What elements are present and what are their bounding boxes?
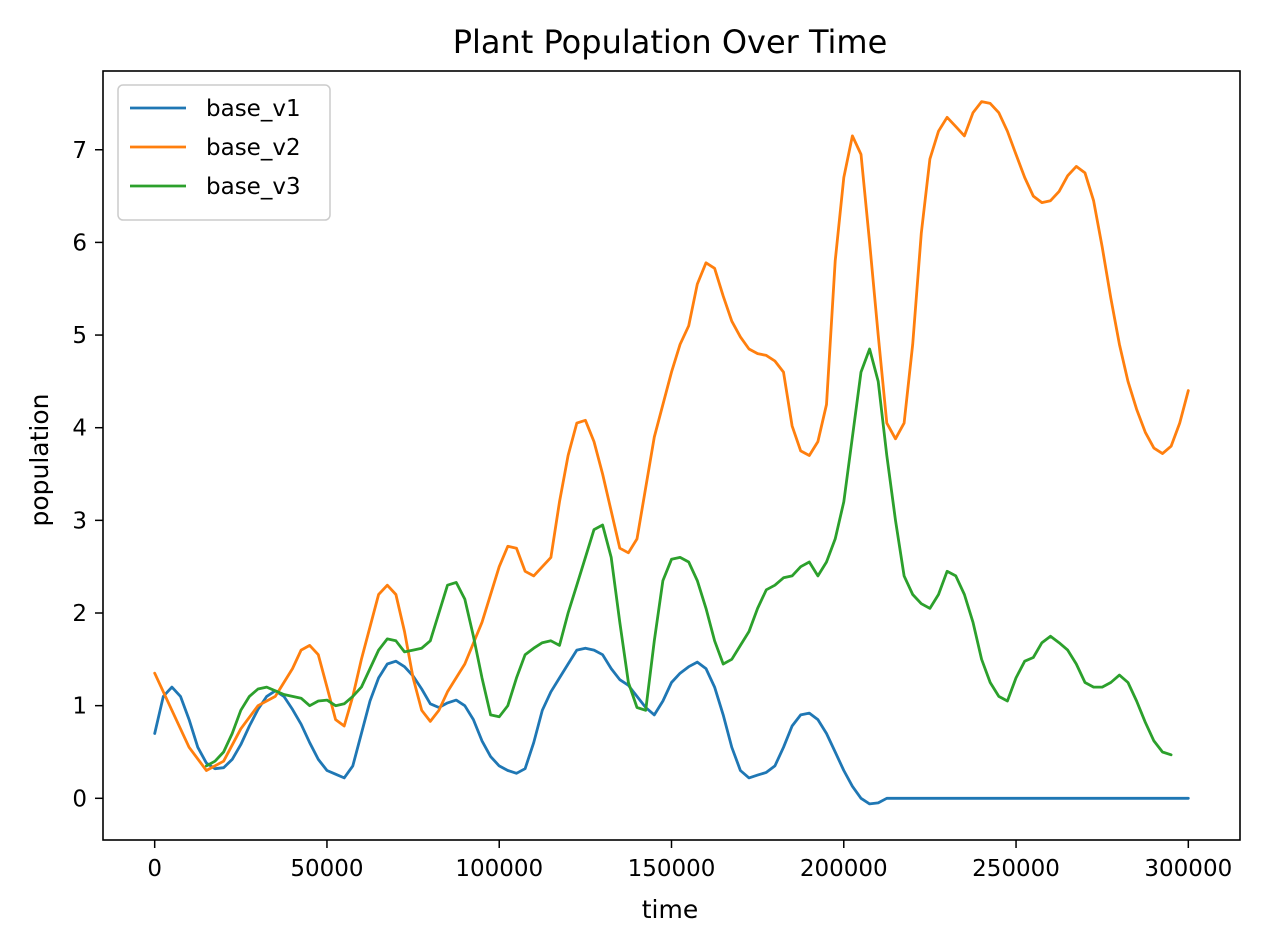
y-tick-label: 2 — [72, 601, 87, 627]
x-tick-label: 300000 — [1144, 856, 1232, 882]
legend-label-base_v1: base_v1 — [206, 96, 301, 122]
series-layer — [153, 100, 1190, 806]
y-tick-label: 3 — [72, 508, 87, 534]
chart-title: Plant Population Over Time — [453, 23, 888, 61]
y-axis-ticks: 0 1 2 3 4 5 6 7 — [72, 138, 103, 812]
x-axis-ticks: 0 50000 100000 150000 200000 250000 300000 — [147, 840, 1232, 882]
x-tick-label: 250000 — [972, 856, 1060, 882]
y-tick-label: 6 — [72, 230, 87, 256]
y-axis-label: population — [25, 393, 54, 526]
y-tick-label: 1 — [72, 694, 87, 720]
legend-label-base_v2: base_v2 — [206, 135, 301, 161]
legend: base_v1 base_v2 base_v3 — [117, 84, 331, 221]
legend-label-base_v3: base_v3 — [206, 174, 301, 200]
x-axis-label: time — [642, 895, 698, 924]
y-tick-label: 4 — [72, 416, 87, 442]
y-tick-label: 0 — [72, 786, 87, 812]
x-tick-label: 150000 — [628, 856, 716, 882]
series-line-base_v1 — [153, 646, 1190, 806]
x-tick-label: 0 — [147, 856, 162, 882]
y-tick-label: 5 — [72, 323, 87, 349]
y-tick-label: 7 — [72, 138, 87, 164]
x-tick-label: 100000 — [455, 856, 543, 882]
x-tick-label: 200000 — [800, 856, 888, 882]
x-tick-label: 50000 — [290, 856, 363, 882]
series-line-base_v3 — [204, 347, 1173, 768]
series-line-base_v2 — [153, 100, 1190, 772]
